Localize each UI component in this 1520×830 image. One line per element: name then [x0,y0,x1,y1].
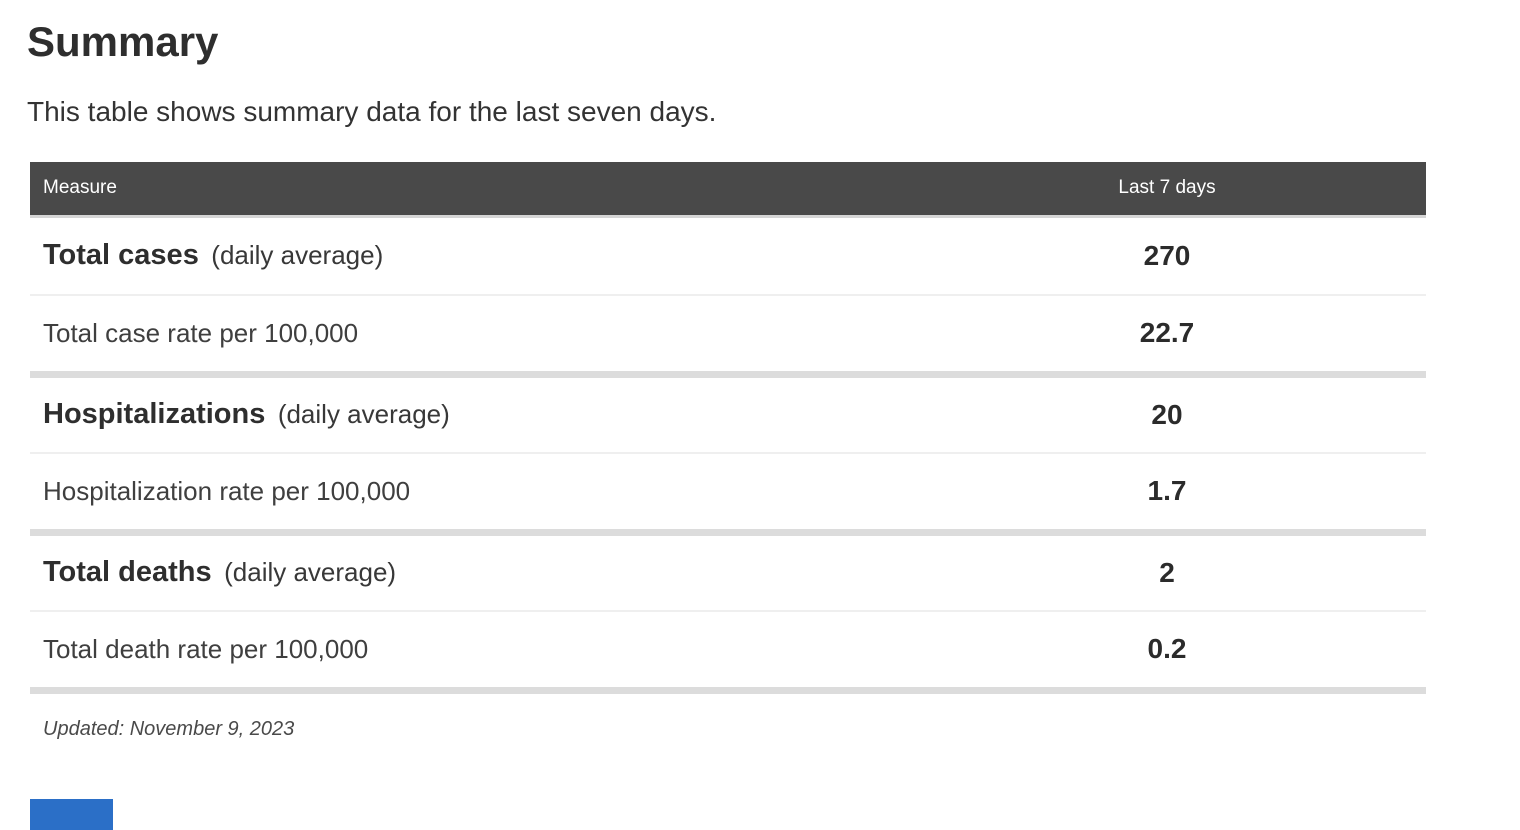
value-cell: 0.2 [908,610,1426,690]
page-subtitle: This table shows summary data for the la… [27,96,717,127]
summary-table-body: Total cases (daily average) 270 Total ca… [30,216,1426,690]
measure-cell: Hospitalization rate per 100,000 [30,452,908,532]
measure-cell: Total case rate per 100,000 [30,294,908,374]
measure-label: Total death rate per 100,000 [43,633,369,664]
blue-partial-button[interactable] [30,799,113,830]
table-row-hospitalization-rate: Hospitalization rate per 100,000 1.7 [30,452,1426,532]
table-row-total-case-rate: Total case rate per 100,000 22.7 [30,294,1426,374]
measure-label: Total deaths [43,556,212,589]
measure-cell: Total deaths (daily average) [30,528,908,611]
measure-label: Hospitalizations [43,398,266,431]
value-cell: 2 [908,528,1426,611]
header-row: Measure Last 7 days [30,162,1426,218]
table-row-total-deaths: Total deaths (daily average) 2 [30,528,1426,611]
table-row-total-death-rate: Total death rate per 100,000 0.2 [30,610,1426,690]
measure-label: Total cases [43,239,199,272]
measure-label: Hospitalization rate per 100,000 [43,475,411,506]
column-header-measure: Measure [30,162,908,218]
summary-table-header: Measure Last 7 days [30,162,1426,218]
measure-cell: Total cases (daily average) [30,216,908,295]
measure-cell: Total death rate per 100,000 [30,610,908,690]
summary-page: Summary This table shows summary data fo… [27,18,1426,740]
page-title: Summary [27,18,219,65]
measure-note: (daily average) [277,399,450,430]
value-cell: 22.7 [908,294,1426,374]
summary-table: Measure Last 7 days Total cases (daily a… [30,162,1426,694]
value-cell: 20 [908,370,1426,453]
column-header-last-7-days: Last 7 days [908,162,1426,218]
measure-label: Total case rate per 100,000 [43,317,359,348]
measure-note: (daily average) [224,557,397,588]
table-row-hospitalizations: Hospitalizations (daily average) 20 [30,370,1426,453]
updated-note: Updated: November 9, 2023 [43,717,295,740]
table-row-total-cases: Total cases (daily average) 270 [30,216,1426,295]
measure-cell: Hospitalizations (daily average) [30,370,908,453]
value-cell: 270 [908,216,1426,295]
value-cell: 1.7 [908,452,1426,532]
measure-note: (daily average) [211,240,384,271]
